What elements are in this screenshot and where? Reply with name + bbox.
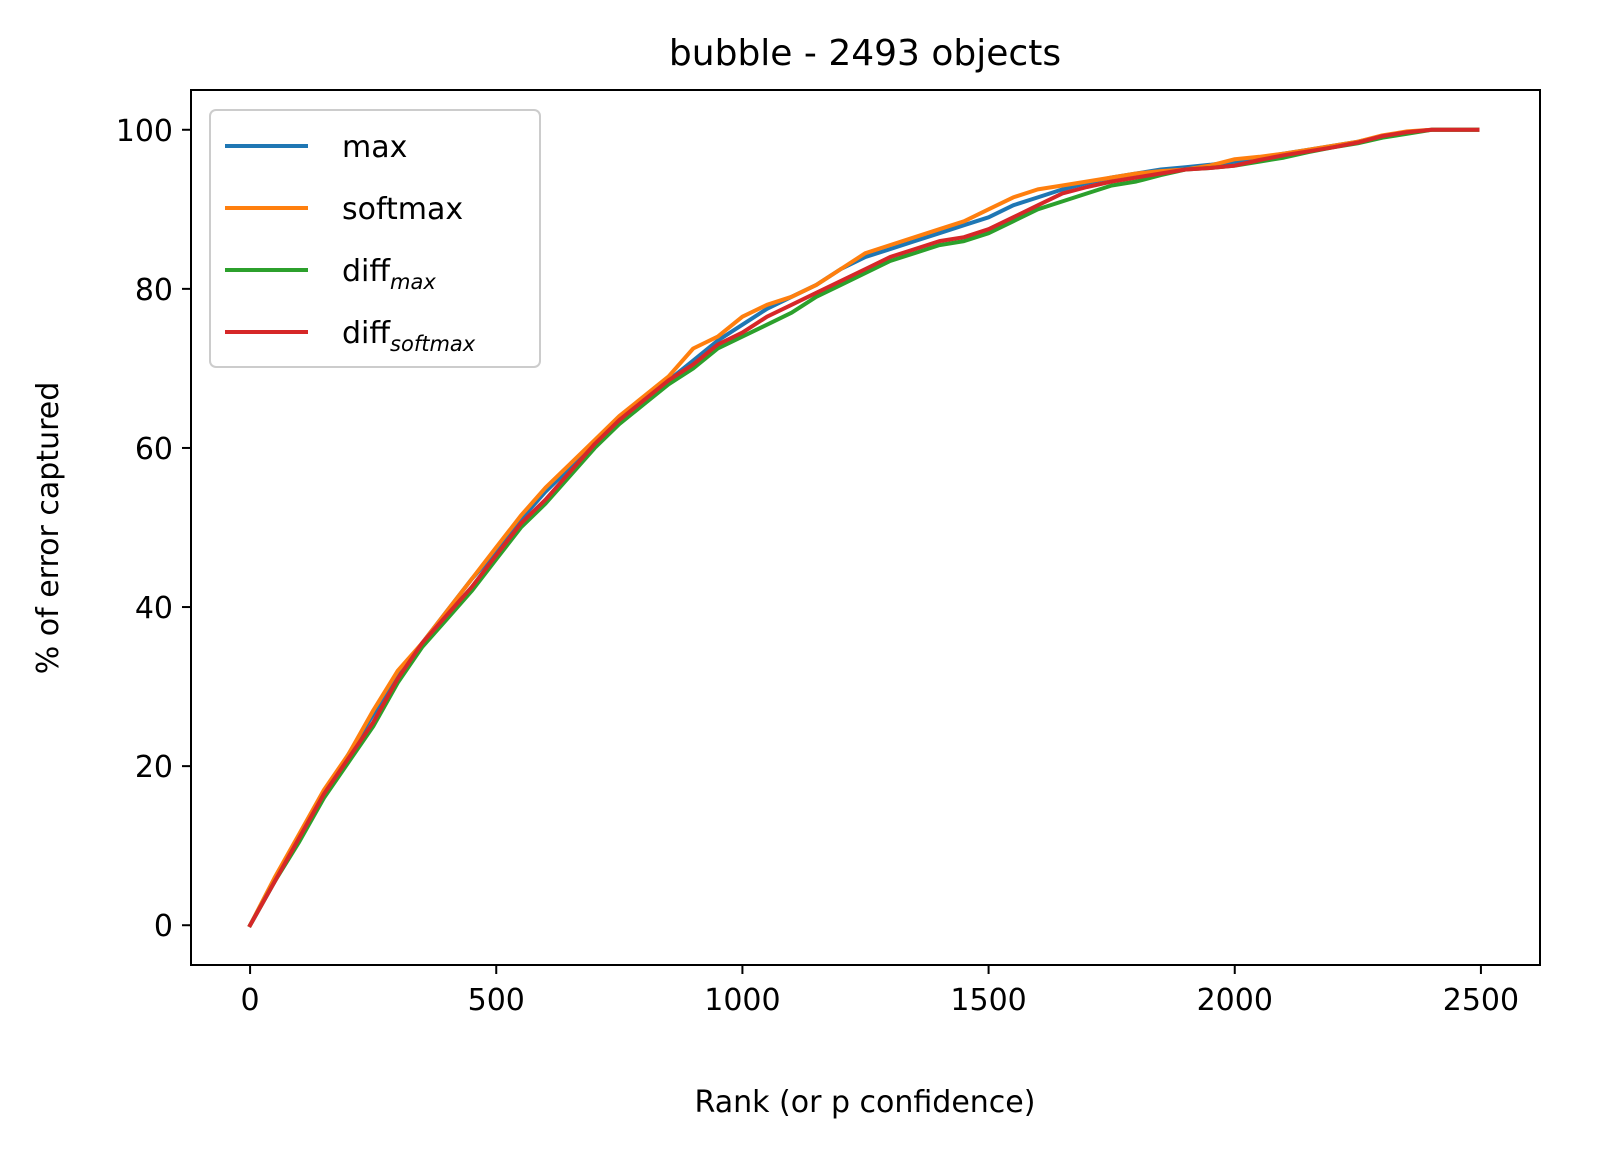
x-tick-label: 1500 (950, 983, 1026, 1018)
x-tick-label: 2000 (1197, 983, 1273, 1018)
y-tick-label: 60 (135, 432, 173, 467)
series-layer (247, 127, 1480, 928)
legend-label: diffmax (342, 254, 436, 294)
legend-label: max (342, 130, 407, 165)
y-axis-title: % of error captured (31, 382, 66, 675)
y-tick-label: 80 (135, 273, 173, 308)
y-axis: 0 20 40 60 80 100 (116, 114, 191, 944)
x-tick-label: 500 (468, 983, 525, 1018)
y-tick-label: 0 (154, 909, 173, 944)
x-tick-label: 1000 (704, 983, 780, 1018)
series-line-diff-max (247, 127, 1480, 928)
y-tick-label: 20 (135, 750, 173, 785)
x-axis: 0 500 1000 1500 2000 2500 (241, 965, 1519, 1018)
y-tick-label: 40 (135, 591, 173, 626)
series-line-softmax (247, 127, 1480, 928)
legend-box (209, 109, 541, 368)
chart-title: bubble - 2493 objects (669, 33, 1061, 74)
x-axis-title: Rank (or p confidence) (695, 1085, 1036, 1120)
x-tick-label: 0 (241, 983, 260, 1018)
series-line-diff-softmax (247, 127, 1480, 928)
plot-frame (190, 89, 1541, 966)
legend-label: softmax (342, 192, 463, 227)
x-tick-label: 2500 (1443, 983, 1519, 1018)
y-tick-label: 100 (116, 114, 173, 149)
